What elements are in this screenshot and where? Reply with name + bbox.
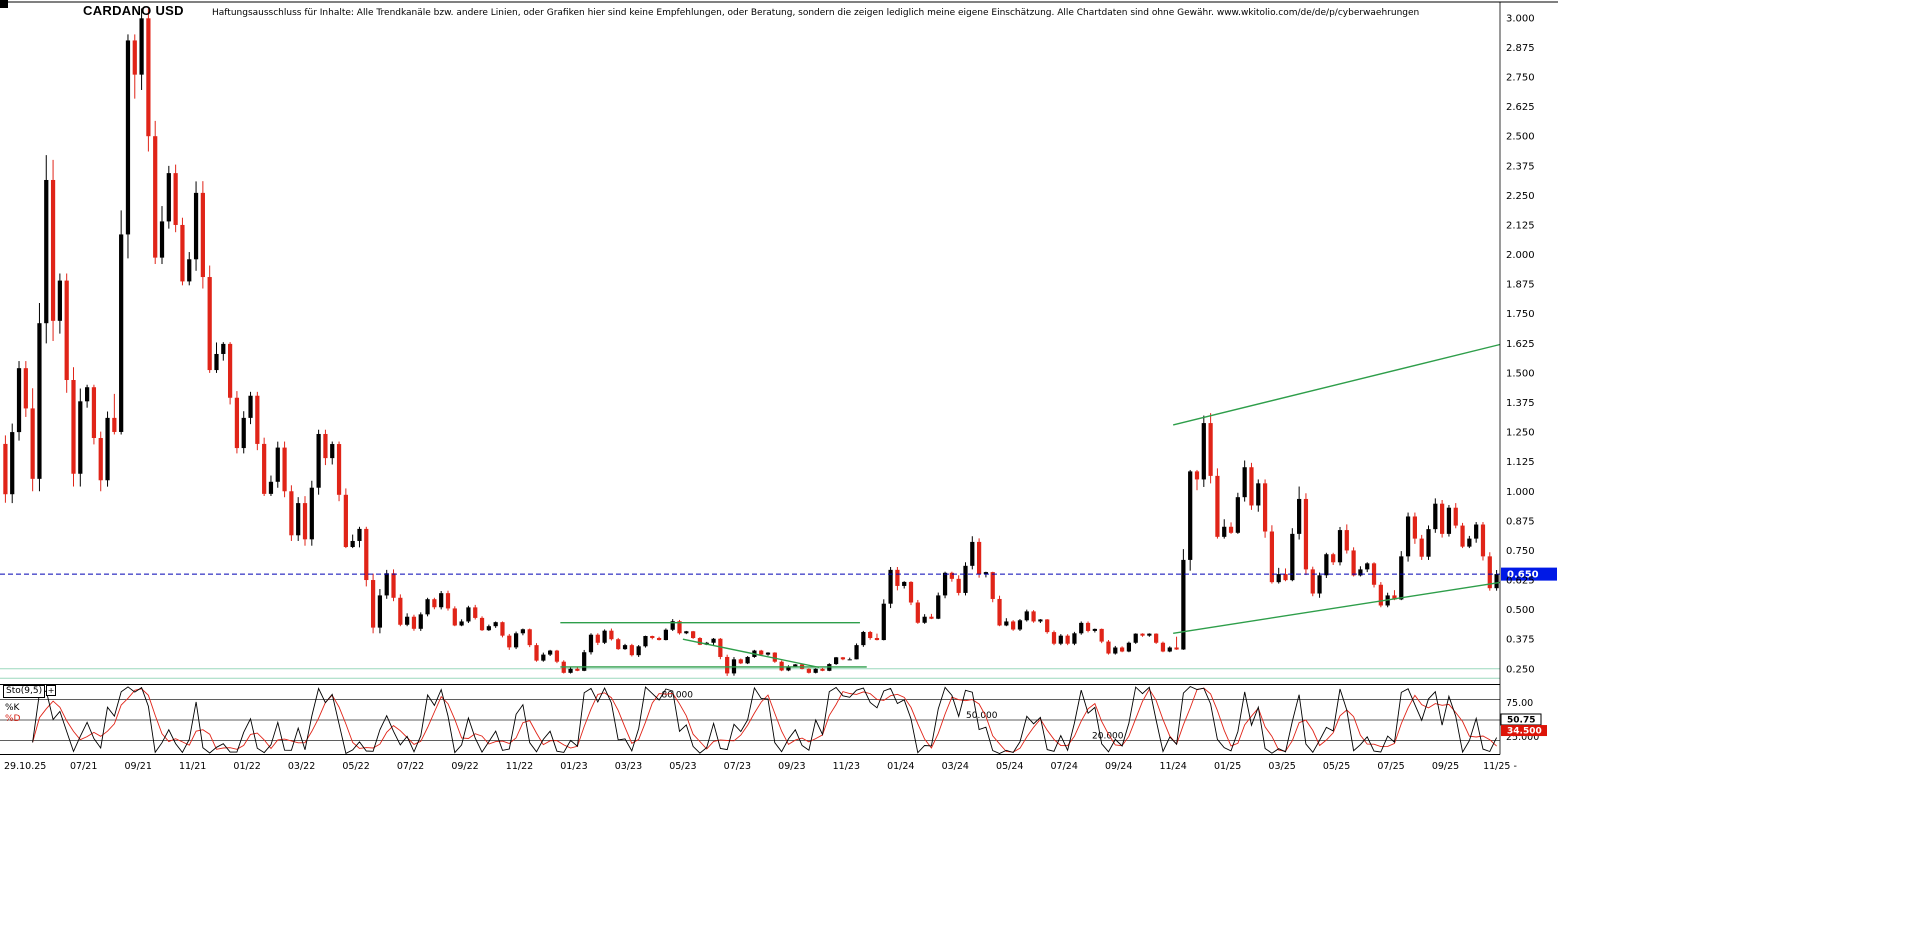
svg-text:11/25 -: 11/25 - bbox=[1483, 761, 1517, 772]
stochastic-k-label: %K bbox=[5, 703, 20, 713]
svg-text:07/21: 07/21 bbox=[70, 761, 97, 772]
svg-text:07/25: 07/25 bbox=[1377, 761, 1404, 772]
svg-text:50.75: 50.75 bbox=[1507, 715, 1535, 725]
svg-text:2.875: 2.875 bbox=[1506, 43, 1535, 54]
disclaimer-text: Haftungsausschluss für Inhalte: Alle Tre… bbox=[212, 8, 1420, 18]
svg-text:05/25: 05/25 bbox=[1323, 761, 1350, 772]
svg-text:03/23: 03/23 bbox=[615, 761, 642, 772]
svg-text:2.500: 2.500 bbox=[1506, 132, 1535, 143]
svg-text:03/25: 03/25 bbox=[1268, 761, 1295, 772]
svg-text:2.000: 2.000 bbox=[1506, 250, 1535, 261]
svg-text:2.625: 2.625 bbox=[1506, 102, 1535, 113]
svg-text:11/23: 11/23 bbox=[833, 761, 860, 772]
svg-text:2.250: 2.250 bbox=[1506, 191, 1535, 202]
candles-layer bbox=[3, 8, 1499, 676]
trend-line-descending-2023 bbox=[682, 638, 820, 669]
stoch-k-value-tag bbox=[1500, 713, 1542, 726]
svg-text:03/24: 03/24 bbox=[942, 761, 969, 772]
svg-text:3.000: 3.000 bbox=[1506, 13, 1535, 24]
svg-text:09/25: 09/25 bbox=[1432, 761, 1459, 772]
svg-text:1.750: 1.750 bbox=[1506, 309, 1535, 320]
price-axis: 3.000 2.875 2.750 2.625 2.500 2.375 2.250 2.125… bbox=[1506, 13, 1535, 675]
svg-text:07/24: 07/24 bbox=[1051, 761, 1078, 772]
svg-text:0.750: 0.750 bbox=[1506, 546, 1535, 557]
svg-text:80.000: 80.000 bbox=[662, 691, 694, 701]
svg-text:09/22: 09/22 bbox=[451, 761, 478, 772]
svg-text:1.875: 1.875 bbox=[1506, 280, 1535, 291]
stochastic-indicator-header: Sto(9,5) + bbox=[3, 685, 57, 698]
trend-line-channel-lower bbox=[1173, 581, 1501, 634]
svg-text:0.625: 0.625 bbox=[1506, 576, 1535, 587]
svg-text:1.125: 1.125 bbox=[1506, 457, 1535, 468]
frame-lines bbox=[0, 0, 1558, 755]
current-price-layer: 0.650 bbox=[0, 567, 1557, 581]
svg-text:05/22: 05/22 bbox=[342, 761, 369, 772]
svg-text:11/22: 11/22 bbox=[506, 761, 533, 772]
svg-text:01/23: 01/23 bbox=[560, 761, 587, 772]
svg-text:1.250: 1.250 bbox=[1506, 428, 1535, 439]
stochastic-layer: 80.000 50.000 20.000 75.00 25.000 50.75 34.500 bbox=[0, 685, 1547, 755]
corner-mark bbox=[0, 0, 8, 8]
svg-text:11/21: 11/21 bbox=[179, 761, 206, 772]
current-price-tag bbox=[1501, 567, 1557, 581]
svg-text:07/22: 07/22 bbox=[397, 761, 424, 772]
svg-text:1.625: 1.625 bbox=[1506, 339, 1535, 350]
svg-text:20.000: 20.000 bbox=[1092, 731, 1124, 741]
svg-text:2.750: 2.750 bbox=[1506, 73, 1535, 84]
svg-text:25.000: 25.000 bbox=[1506, 732, 1539, 743]
svg-text:1.000: 1.000 bbox=[1506, 487, 1535, 498]
svg-text:2.375: 2.375 bbox=[1506, 161, 1535, 172]
svg-text:0.650: 0.650 bbox=[1507, 570, 1539, 581]
svg-text:01/24: 01/24 bbox=[887, 761, 914, 772]
svg-text:2.125: 2.125 bbox=[1506, 220, 1535, 231]
svg-text:1.375: 1.375 bbox=[1506, 398, 1535, 409]
date-axis: 29.10.25 07/21 09/21 11/21 01/22 03/22 05/22 07… bbox=[4, 761, 1517, 772]
svg-text:0.375: 0.375 bbox=[1506, 635, 1535, 646]
svg-text:11/24: 11/24 bbox=[1159, 761, 1186, 772]
support-lines-layer bbox=[0, 668, 1500, 679]
svg-text:07/23: 07/23 bbox=[724, 761, 751, 772]
stochastic-d-label: %D bbox=[5, 714, 21, 724]
svg-text:01/22: 01/22 bbox=[233, 761, 260, 772]
svg-text:1.500: 1.500 bbox=[1506, 368, 1535, 379]
svg-text:50.000: 50.000 bbox=[966, 711, 998, 721]
svg-text:29.10.25: 29.10.25 bbox=[4, 761, 46, 772]
stochastic-label: Sto(9,5) bbox=[3, 685, 46, 698]
svg-text:09/24: 09/24 bbox=[1105, 761, 1132, 772]
svg-text:05/23: 05/23 bbox=[669, 761, 696, 772]
svg-text:03/22: 03/22 bbox=[288, 761, 315, 772]
svg-text:34.500: 34.500 bbox=[1507, 727, 1542, 737]
svg-text:05/24: 05/24 bbox=[996, 761, 1023, 772]
trend-lines-layer bbox=[560, 343, 1501, 669]
svg-text:01/25: 01/25 bbox=[1214, 761, 1241, 772]
chart-title: CARDANO USD bbox=[83, 3, 184, 18]
svg-text:09/21: 09/21 bbox=[124, 761, 151, 772]
svg-text:0.250: 0.250 bbox=[1506, 664, 1535, 675]
trend-line-channel-upper bbox=[1172, 343, 1501, 426]
stoch-d-value-tag bbox=[1501, 725, 1547, 737]
svg-text:0.875: 0.875 bbox=[1506, 516, 1535, 527]
svg-text:0.500: 0.500 bbox=[1506, 605, 1535, 616]
svg-text:09/23: 09/23 bbox=[778, 761, 805, 772]
indicator-settings-icon[interactable]: + bbox=[46, 685, 57, 696]
svg-text:75.00: 75.00 bbox=[1506, 698, 1533, 709]
